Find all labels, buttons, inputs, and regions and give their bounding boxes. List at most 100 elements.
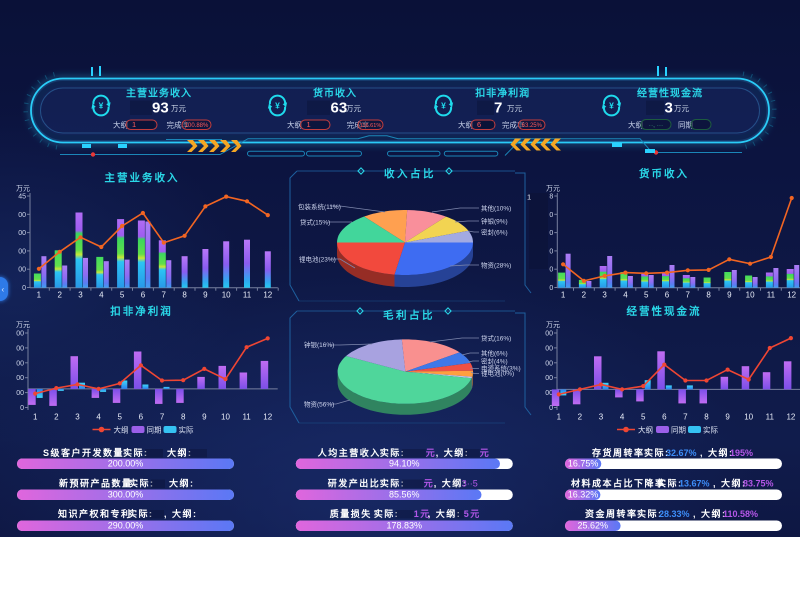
svg-text:8: 8 [182, 291, 187, 300]
svg-text:, 大纲:: , 大纲: [164, 508, 198, 519]
svg-text:大纲: 大纲 [113, 120, 128, 130]
svg-text:00: 00 [545, 345, 553, 352]
svg-text:63: 63 [331, 100, 348, 117]
svg-text:贷式(15%): 贷式(15%) [300, 218, 330, 227]
svg-text:11: 11 [766, 413, 775, 422]
svg-text:2: 2 [582, 291, 587, 300]
svg-text:, 大纲:: , 大纲: [693, 508, 727, 519]
svg-text:6: 6 [141, 291, 146, 300]
svg-text:知识产权和专利: 知识产权和专利 [57, 508, 132, 519]
svg-text:16.32%: 16.32% [568, 489, 599, 499]
svg-text:3··5: 3··5 [462, 479, 478, 489]
svg-text:8: 8 [706, 291, 711, 300]
svg-text:00: 00 [16, 345, 24, 352]
svg-text:9: 9 [727, 291, 732, 300]
svg-text:··, ···: ··, ··· [649, 122, 663, 129]
svg-text:1: 1 [37, 291, 42, 300]
svg-text:116.61%: 116.61% [360, 123, 382, 129]
svg-text:195%: 195% [730, 448, 753, 458]
svg-text:00: 00 [18, 267, 26, 274]
svg-text:, 大纲:: , 大纲: [713, 478, 747, 489]
svg-text:5: 5 [641, 413, 646, 422]
svg-text:5: 5 [118, 413, 123, 422]
svg-text:电源系统(3%): 电源系统(3%) [481, 364, 521, 373]
svg-text:实际:: 实际: [633, 508, 663, 519]
svg-text:10: 10 [221, 413, 230, 422]
svg-text:00: 00 [16, 390, 24, 397]
svg-text:实际:: 实际: [640, 447, 670, 458]
svg-text:主营业务收入: 主营业务收入 [105, 171, 180, 184]
svg-text:8: 8 [181, 413, 186, 422]
svg-text:实际:: 实际: [124, 508, 154, 519]
svg-text:材料成本占比下降率: 材料成本占比下降率 [570, 478, 666, 489]
svg-text:货币收入: 货币收入 [638, 167, 689, 180]
svg-text:12: 12 [786, 413, 795, 422]
svg-text:新预研产品数量: 新预研产品数量 [59, 478, 133, 489]
svg-text:5: 5 [644, 291, 649, 300]
svg-text:11: 11 [242, 413, 251, 422]
svg-text:7: 7 [683, 413, 688, 422]
svg-text:主营业务收入: 主营业务收入 [126, 87, 192, 100]
svg-text:锂电池(0%): 锂电池(0%) [481, 369, 514, 378]
svg-text:12: 12 [263, 413, 272, 422]
svg-text:资金周转率: 资金周转率 [585, 508, 638, 519]
svg-text:11: 11 [243, 291, 252, 300]
svg-text:00: 00 [16, 375, 24, 382]
svg-text:同期: 同期 [678, 121, 693, 130]
svg-text:经营性现金流: 经营性现金流 [627, 305, 702, 318]
svg-text:2: 2 [54, 413, 59, 422]
svg-text:0: 0 [549, 405, 553, 412]
svg-text:0: 0 [20, 405, 24, 412]
svg-text:4: 4 [620, 413, 625, 422]
svg-text:5: 5 [120, 291, 125, 300]
svg-text:12: 12 [787, 291, 796, 300]
svg-text:大纲: 大纲 [114, 425, 129, 435]
svg-text:钟银(16%): 钟银(16%) [304, 340, 334, 349]
svg-text:实际: 实际 [179, 425, 194, 435]
svg-text:大纲:: 大纲: [163, 447, 193, 458]
svg-text:9: 9 [202, 413, 207, 422]
svg-text:大纲: 大纲 [287, 120, 302, 130]
svg-text:收入占比: 收入占比 [384, 167, 436, 180]
svg-text:万元: 万元 [546, 321, 560, 329]
svg-text:00: 00 [18, 212, 26, 219]
svg-text:00: 00 [16, 360, 24, 367]
svg-text:300.00%: 300.00% [108, 489, 144, 499]
svg-text:2: 2 [57, 291, 62, 300]
svg-text:包装系统(11%): 包装系统(11%) [298, 202, 341, 211]
svg-text:93: 93 [152, 100, 169, 117]
svg-text:0: 0 [549, 267, 553, 274]
svg-text:锂电池(23%): 锂电池(23%) [299, 255, 336, 264]
svg-text:实际:: 实际: [125, 478, 155, 489]
svg-text:290.00%: 290.00% [108, 520, 144, 530]
svg-text:‹: ‹ [2, 285, 5, 294]
svg-text:货币收入: 货币收入 [313, 87, 357, 100]
svg-text:实际:: 实际: [376, 478, 406, 489]
svg-text:1: 1 [132, 120, 136, 129]
svg-text:大纲: 大纲 [628, 120, 643, 130]
svg-text:6: 6 [662, 413, 667, 422]
svg-text:16.75%: 16.75% [568, 458, 599, 468]
svg-text:5元: 5元 [464, 509, 481, 519]
svg-text:密封(4%): 密封(4%) [481, 357, 508, 366]
svg-text:4: 4 [99, 291, 104, 300]
svg-text:人均主营收入: 人均主营收入 [317, 447, 381, 458]
svg-text:2: 2 [578, 413, 583, 422]
svg-text:00: 00 [16, 331, 24, 338]
svg-text:0: 0 [549, 230, 553, 237]
svg-text:12: 12 [263, 291, 272, 300]
svg-text:, 大纲:: , 大纲: [428, 508, 462, 519]
svg-text:钟银(9%): 钟银(9%) [481, 217, 508, 226]
svg-text:其他(10%): 其他(10%) [481, 204, 511, 213]
svg-text:3: 3 [78, 291, 83, 300]
svg-text:8: 8 [549, 194, 553, 201]
svg-text:物资(56%): 物资(56%) [304, 400, 334, 409]
svg-text:同期: 同期 [671, 426, 686, 435]
svg-text:200.00%: 200.00% [108, 458, 144, 468]
svg-text:大纲: 大纲 [638, 425, 653, 435]
svg-text:9: 9 [203, 291, 208, 300]
svg-text:13.67%: 13.67% [679, 479, 710, 489]
svg-text:万元: 万元 [346, 104, 361, 113]
svg-text:85.56%: 85.56% [389, 489, 420, 499]
svg-text:万元: 万元 [16, 321, 30, 329]
